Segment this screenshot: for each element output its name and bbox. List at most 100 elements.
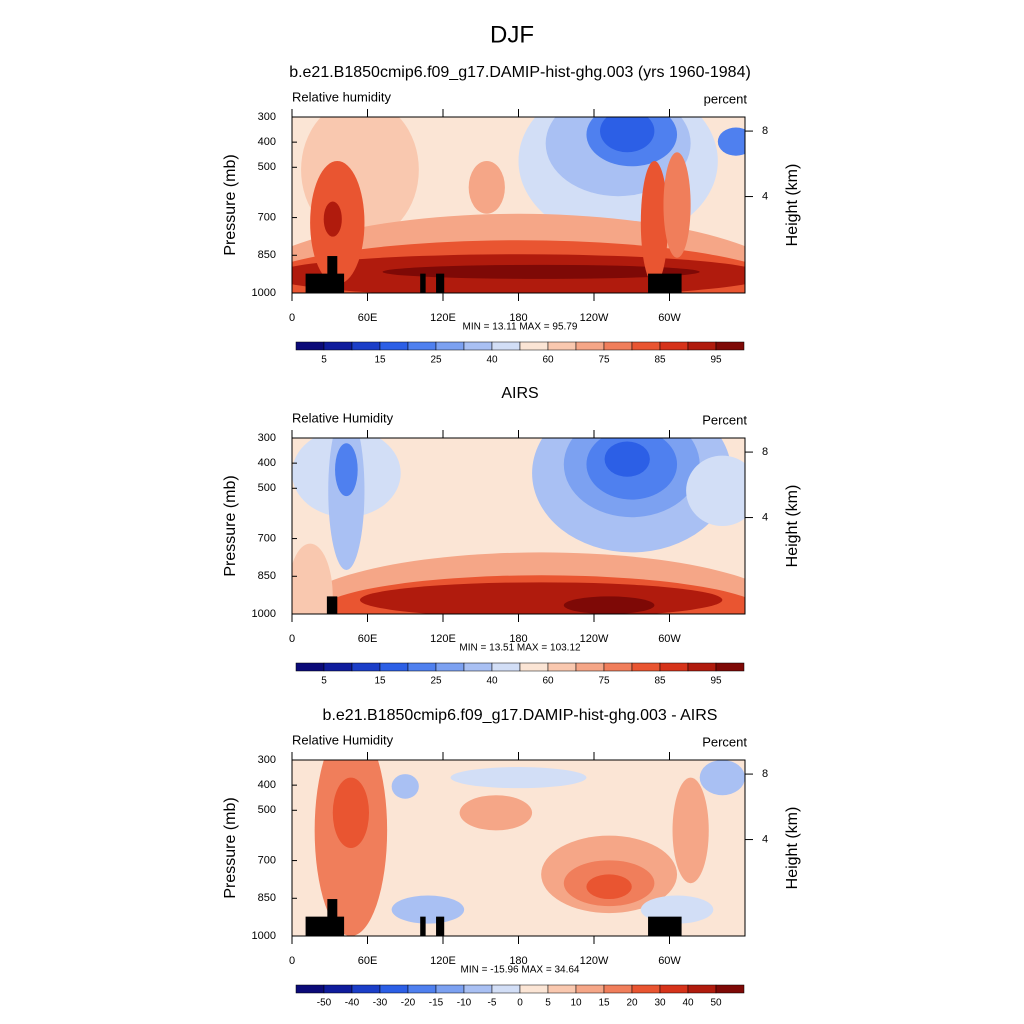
- y2-tick-label: 4: [762, 190, 768, 202]
- y-axis-label: Pressure (mb): [222, 475, 239, 576]
- colorbar-box: [547, 341, 577, 351]
- contour-field: [292, 117, 745, 293]
- colorbar-box: [435, 662, 465, 672]
- x-tick-label: 60E: [358, 955, 378, 967]
- colorbar-box: [407, 662, 437, 672]
- topography: [326, 596, 338, 614]
- x-tick-label: 180: [509, 312, 527, 324]
- y-tick-label: 700: [258, 854, 276, 866]
- y-tick-label: 700: [258, 532, 276, 544]
- colorbar-label: 15: [374, 676, 386, 687]
- colorbar-label: -30: [373, 998, 388, 1009]
- colorbar-label: 85: [654, 355, 666, 366]
- colorbar-box: [323, 662, 353, 672]
- contour-field: [292, 438, 745, 614]
- contour-region: [468, 161, 505, 214]
- colorbar-label: 75: [598, 355, 610, 366]
- x-tick-label: 120E: [430, 312, 456, 324]
- contour-region: [459, 795, 533, 831]
- y-tick-label: 850: [258, 892, 276, 904]
- colorbar-box: [687, 341, 717, 351]
- colorbar-label: 95: [710, 355, 722, 366]
- colorbar-label: 60: [542, 676, 554, 687]
- colorbar-box: [631, 984, 661, 994]
- colorbar-label: 75: [598, 676, 610, 687]
- contour-region: [672, 777, 709, 884]
- stats-label: MIN = -15.96 MAX = 34.64: [461, 965, 580, 976]
- colorbar-label: -50: [317, 998, 332, 1009]
- contour-region: [717, 127, 745, 156]
- contour-region: [640, 161, 668, 285]
- variable-label: Relative Humidity: [292, 410, 394, 425]
- colorbar-label: 25: [430, 355, 442, 366]
- units-label: Percent: [702, 412, 747, 427]
- colorbar-label: 25: [430, 676, 442, 687]
- colorbar-box: [659, 662, 689, 672]
- contour-region: [292, 543, 333, 614]
- x-tick-label: 60W: [658, 955, 681, 967]
- x-tick-label: 60W: [658, 633, 681, 645]
- colorbar-box: [323, 341, 353, 351]
- panel-title: b.e21.B1850cmip6.f09_g17.DAMIP-hist-ghg.…: [323, 707, 718, 724]
- topography: [436, 273, 445, 293]
- contour-region: [391, 774, 419, 799]
- y2-axis-label: Height (km): [784, 485, 801, 568]
- colorbar-box: [575, 984, 605, 994]
- x-tick-label: 120E: [430, 955, 456, 967]
- variable-label: Relative Humidity: [292, 732, 394, 747]
- topography: [327, 899, 338, 936]
- colorbar-label: 15: [374, 355, 386, 366]
- colorbar-box: [435, 341, 465, 351]
- contour-region: [323, 201, 342, 237]
- contour-region: [586, 874, 632, 900]
- topography: [436, 916, 445, 936]
- y-tick-label: 1000: [252, 287, 276, 299]
- colorbar-label: 15: [598, 998, 610, 1009]
- colorbar-box: [659, 984, 689, 994]
- topography: [420, 273, 426, 293]
- y-tick-label: 850: [258, 249, 276, 261]
- colorbar-box: [519, 984, 549, 994]
- panel-title: AIRS: [501, 385, 538, 402]
- units-label: percent: [704, 91, 748, 106]
- contour-region: [686, 455, 745, 526]
- contour-region: [360, 582, 723, 614]
- x-tick-label: 120W: [580, 955, 609, 967]
- x-tick-label: 0: [289, 633, 295, 645]
- colorbar-label: 20: [626, 998, 638, 1009]
- colorbar-label: 40: [486, 355, 498, 366]
- colorbar-box: [407, 984, 437, 994]
- colorbar-box: [603, 662, 633, 672]
- x-tick-label: 0: [289, 955, 295, 967]
- colorbar-box: [379, 341, 409, 351]
- colorbar-label: 40: [486, 676, 498, 687]
- y-tick-label: 700: [258, 211, 276, 223]
- y2-tick-label: 8: [762, 446, 768, 458]
- colorbar-box: [295, 341, 325, 351]
- y-tick-label: 1000: [252, 930, 276, 942]
- colorbar-label: 30: [654, 998, 666, 1009]
- colorbar-label: 40: [682, 998, 694, 1009]
- colorbar-box: [351, 984, 381, 994]
- colorbar-label: -20: [401, 998, 416, 1009]
- variable-label: Relative humidity: [292, 89, 391, 104]
- topography: [648, 273, 682, 293]
- y-tick-label: 400: [258, 779, 276, 791]
- contour-field: [292, 760, 745, 936]
- colorbar-label: 5: [321, 355, 327, 366]
- topography: [305, 916, 345, 936]
- colorbar-box: [519, 341, 549, 351]
- contour-region: [563, 596, 655, 614]
- x-tick-label: 180: [509, 955, 527, 967]
- colorbar-box: [715, 662, 745, 672]
- colorbar-box: [715, 341, 745, 351]
- colorbar-label: 95: [710, 676, 722, 687]
- colorbar-box: [575, 662, 605, 672]
- contour-region: [663, 152, 691, 258]
- colorbar-label: -10: [457, 998, 472, 1009]
- y-tick-label: 300: [258, 754, 276, 766]
- colorbar-box: [491, 341, 521, 351]
- colorbar-box: [547, 984, 577, 994]
- panel-title: b.e21.B1850cmip6.f09_g17.DAMIP-hist-ghg.…: [289, 64, 751, 81]
- y-tick-label: 300: [258, 111, 276, 123]
